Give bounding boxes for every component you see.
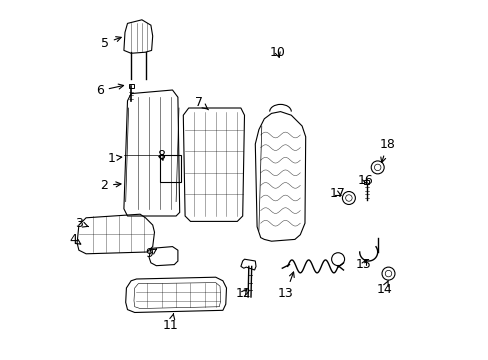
- Text: 1: 1: [107, 152, 122, 165]
- Text: 14: 14: [376, 280, 391, 296]
- Bar: [128, 84, 133, 88]
- Text: 10: 10: [269, 46, 285, 59]
- Text: 7: 7: [195, 96, 208, 110]
- Text: 18: 18: [379, 138, 395, 162]
- Bar: [160, 155, 181, 182]
- Text: 4: 4: [69, 233, 81, 246]
- Text: 2: 2: [100, 179, 121, 192]
- Text: 6: 6: [96, 84, 123, 97]
- Text: 12: 12: [235, 287, 251, 300]
- Text: 5: 5: [101, 37, 121, 50]
- Text: 3: 3: [75, 217, 88, 230]
- Text: 17: 17: [329, 187, 345, 200]
- Text: 16: 16: [357, 174, 372, 186]
- Text: 9: 9: [145, 247, 156, 260]
- Text: 13: 13: [278, 272, 294, 300]
- Bar: [364, 180, 368, 184]
- Text: 11: 11: [163, 314, 178, 332]
- Text: 8: 8: [157, 149, 164, 162]
- Text: 15: 15: [355, 258, 371, 271]
